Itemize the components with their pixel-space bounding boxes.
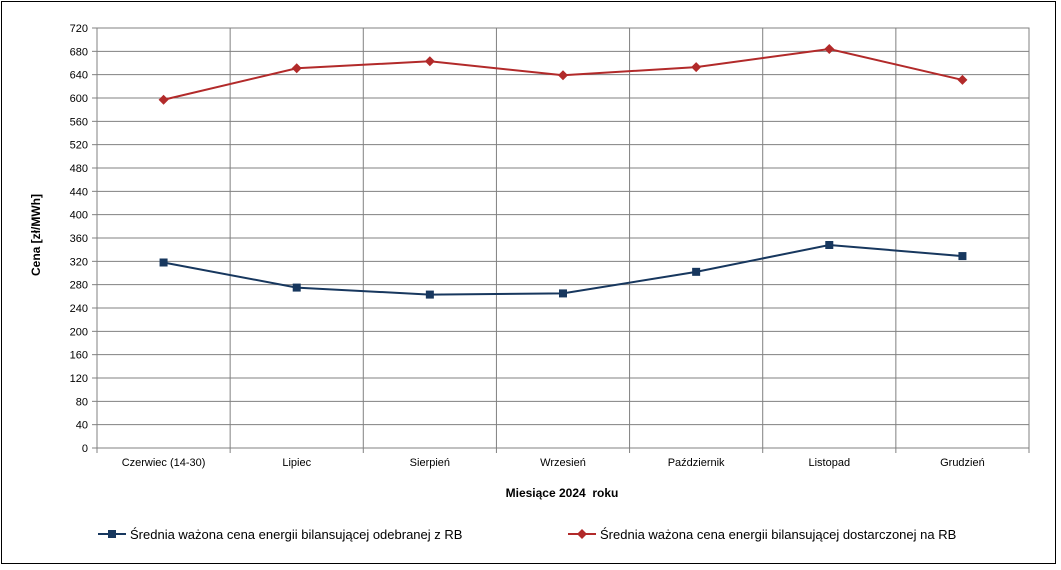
x-tick-label: Listopad (808, 457, 850, 469)
legend-label: Średnia ważona cena energii bilansującej… (130, 527, 462, 542)
data-point (559, 289, 567, 298)
series-1 (159, 241, 967, 299)
y-axis-ticks: 0 40 80 120 160 200 240 280 320 360 400 440 480 520 56… (70, 23, 97, 455)
data-point (958, 252, 967, 261)
y-tick-label: 0 (82, 443, 88, 455)
data-point (291, 63, 302, 74)
legend-marker (577, 529, 587, 539)
x-tick-label: Wrzesień (540, 457, 586, 469)
data-point (824, 44, 835, 54)
data-point (957, 74, 968, 85)
series-group (158, 44, 968, 299)
y-tick-label: 680 (70, 46, 88, 58)
series-line (163, 243, 963, 296)
data-point (692, 267, 701, 276)
y-tick-label: 480 (70, 163, 88, 175)
y-tick-label: 720 (70, 23, 88, 35)
legend: Średnia ważona cena energii bilansującej… (98, 527, 956, 542)
y-tick-label: 600 (70, 93, 88, 105)
x-tick-label: Sierpień (410, 457, 450, 469)
x-axis-title: Miesiące 2024 roku (506, 486, 619, 500)
y-axis-title: Cena [zł/MWh] (29, 194, 43, 276)
x-axis-ticks: Czerwiec (14-30) Lipiec Sierpień Wrzesień Pa… (96, 448, 1030, 469)
y-tick-label: 640 (70, 70, 88, 82)
x-tick-label: Czerwiec (14-30) (122, 457, 206, 469)
data-point (691, 62, 702, 73)
y-tick-label: 280 (70, 280, 88, 292)
data-point (292, 283, 301, 292)
data-point (825, 241, 834, 249)
data-point (159, 258, 168, 267)
y-tick-label: 120 (70, 373, 88, 385)
x-tick-label: Lipiec (282, 457, 311, 469)
legend-item: Średnia ważona cena energii bilansującej… (98, 527, 462, 542)
x-tick-label: Grudzień (940, 457, 985, 469)
series-2 (158, 44, 968, 105)
y-tick-label: 360 (70, 233, 88, 245)
y-tick-label: 440 (70, 186, 88, 198)
y-tick-label: 40 (76, 420, 88, 432)
y-tick-label: 200 (70, 326, 88, 338)
x-tick-label: Październik (668, 457, 725, 469)
grid-lines (96, 27, 1030, 449)
y-tick-label: 160 (70, 350, 88, 362)
y-tick-label: 320 (70, 256, 88, 268)
legend-marker (108, 530, 116, 538)
y-tick-label: 80 (76, 396, 88, 408)
y-tick-label: 400 (70, 210, 88, 222)
data-point (558, 70, 568, 81)
y-tick-label: 560 (70, 116, 88, 128)
data-point (158, 94, 169, 105)
data-point (424, 56, 435, 67)
legend-label: Średnia ważona cena energii bilansującej… (600, 527, 956, 542)
legend-item: Średnia ważona cena energii bilansującej… (568, 527, 956, 542)
y-tick-label: 520 (70, 140, 88, 152)
y-tick-label: 240 (70, 303, 88, 315)
data-point (425, 290, 434, 299)
